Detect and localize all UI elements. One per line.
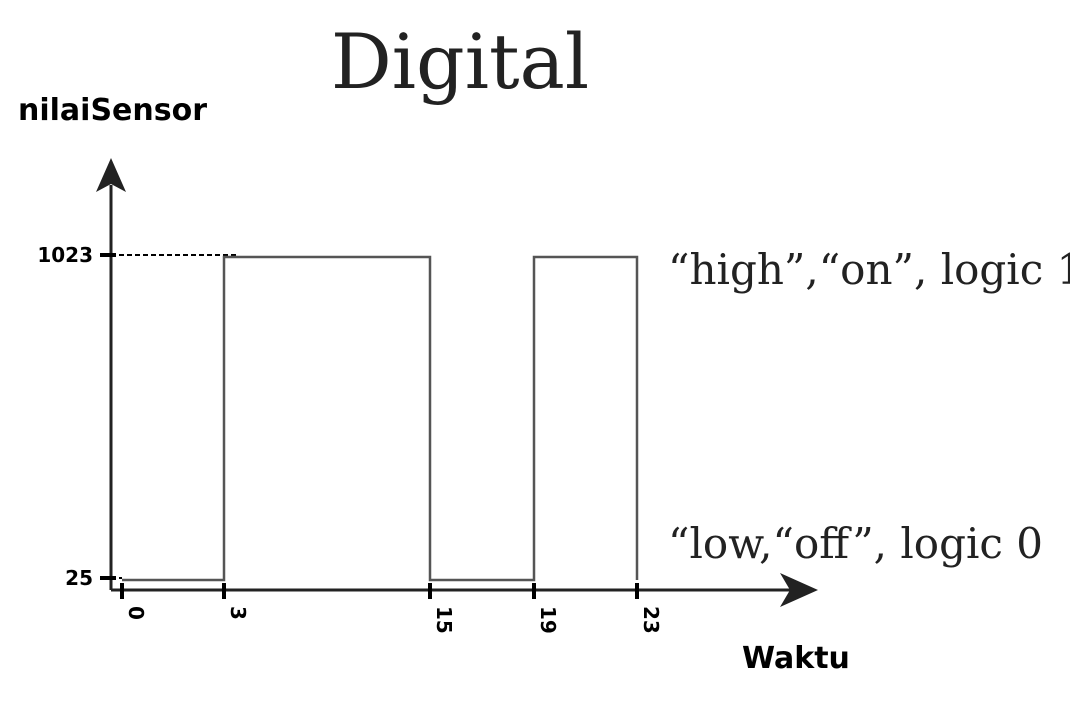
x-axis-arrow: [780, 573, 818, 607]
x-axis-title: Waktu: [742, 641, 850, 676]
x-tick-label: 19: [536, 606, 560, 634]
y-axis-title: nilaiSensor: [18, 93, 207, 128]
y-tick-label: 25: [65, 566, 93, 590]
y-tick-label: 1023: [37, 243, 93, 267]
x-tick-label: 23: [639, 606, 663, 634]
x-tick-label: 3: [226, 606, 250, 620]
signal-line: [122, 255, 639, 582]
annotation-high: “high”,“on”, logic 1: [668, 245, 1070, 294]
x-ticks: 0 3 15 19 23: [120, 583, 663, 634]
annotation-low: “low,“off”, logic 0: [668, 519, 1043, 568]
x-tick-label: 15: [432, 606, 456, 634]
chart-title: Digital: [331, 17, 589, 106]
y-ticks: 25 1023: [37, 243, 116, 590]
x-tick-label: 0: [124, 606, 148, 620]
y-axis-arrow: [96, 158, 126, 192]
